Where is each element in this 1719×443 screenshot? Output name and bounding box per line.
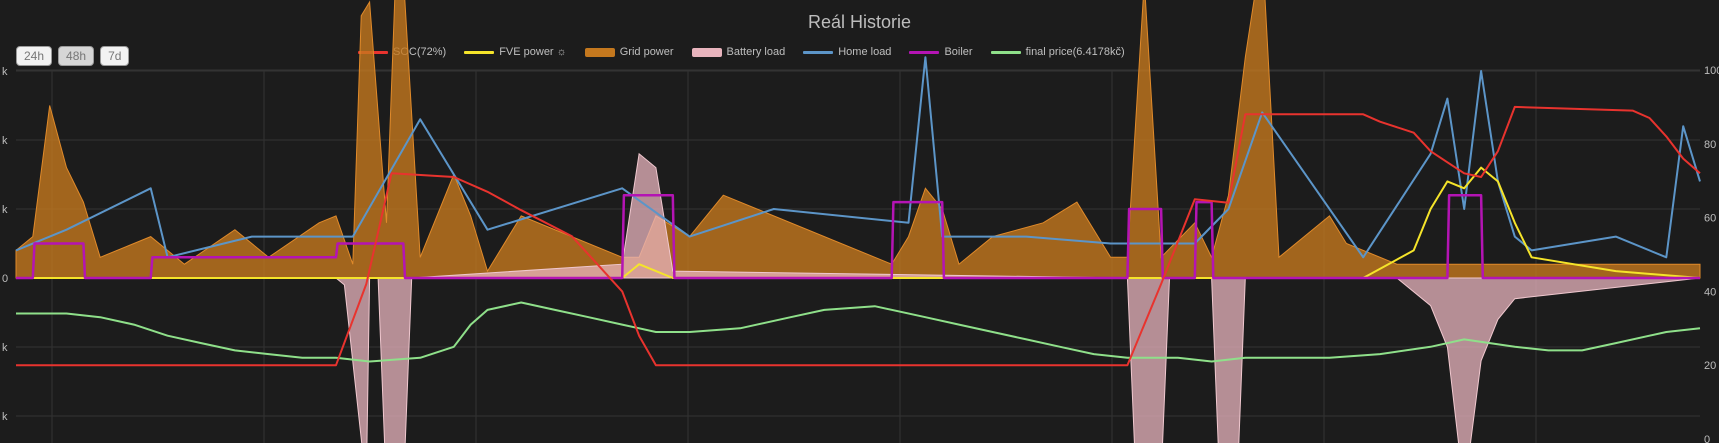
legend-label-home-load: Home load xyxy=(838,46,892,58)
left-axis-tick-label: k xyxy=(2,204,8,216)
grid-power-series-area xyxy=(15,0,1701,279)
boiler-series-line xyxy=(16,193,1700,280)
legend-item-fve-power[interactable]: FVE power ☼ xyxy=(464,46,567,58)
legend-swatch-grid-power xyxy=(584,47,615,57)
legend-label-boiler: Boiler xyxy=(944,46,973,58)
legend-swatch-battery-load xyxy=(691,47,722,57)
right-axis-tick-label: 20 xyxy=(1704,360,1716,372)
right-axis-tick-label: 40 xyxy=(1704,286,1716,298)
chart-series xyxy=(15,0,1701,443)
soc-series-line xyxy=(16,105,1701,367)
right-axis-tick-label: 60 xyxy=(1704,213,1716,225)
legend-item-boiler[interactable]: Boiler xyxy=(909,46,973,58)
legend-swatch-boiler xyxy=(909,50,940,54)
right-axis-tick-label: 80 xyxy=(1704,139,1716,151)
legend-item-grid-power[interactable]: Grid power xyxy=(584,46,674,58)
legend-label-final-price: final price(6.4178kč) xyxy=(1025,46,1125,58)
legend-item-battery-load[interactable]: Battery load xyxy=(691,46,786,58)
fve-power-series-line xyxy=(16,166,1701,279)
left-axis-tick-label: k xyxy=(2,66,8,78)
legend-label-battery-load: Battery load xyxy=(726,46,786,58)
left-axis-tick-label: k xyxy=(2,135,8,147)
range-7d-button[interactable]: 7d xyxy=(100,46,130,66)
left-axis-tick-label: 0 xyxy=(2,273,8,285)
final-price-series-line xyxy=(16,301,1701,363)
legend-label-fve-power: FVE power ☼ xyxy=(499,46,567,58)
battery-load-series-area xyxy=(16,152,1701,443)
home-load-series-line xyxy=(15,56,1701,259)
legend-swatch-final-price xyxy=(990,50,1021,54)
chart-title: Reál Historie xyxy=(807,12,912,32)
range-24h-button[interactable]: 24h xyxy=(16,46,53,66)
range-48h-button[interactable]: 48h xyxy=(58,46,95,66)
right-axis-tick-label: 100 xyxy=(1704,65,1719,77)
legend-swatch-fve-power xyxy=(464,50,495,54)
legend-label-grid-power: Grid power xyxy=(619,46,674,58)
left-axis-tick-label: k xyxy=(2,342,8,354)
chart-axes: kkk0kkk100806040200 xyxy=(2,65,1719,443)
right-axis-tick-label: 0 xyxy=(1704,434,1710,443)
left-axis-tick-label: k xyxy=(2,411,8,423)
range-buttons: 24h 48h 7d xyxy=(16,46,130,66)
legend-item-final-price[interactable]: final price(6.4178kč) xyxy=(990,46,1125,58)
legend-item-home-load[interactable]: Home load xyxy=(803,46,891,58)
legend-swatch-home-load xyxy=(803,50,834,54)
